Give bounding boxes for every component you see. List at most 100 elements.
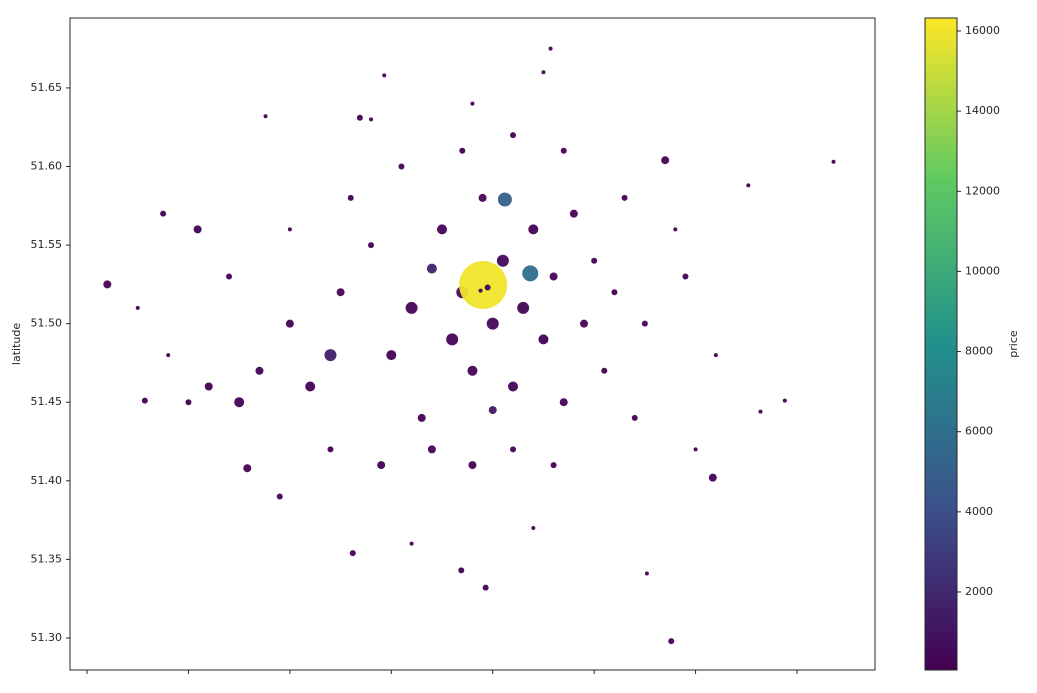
colorbar-tick-label: 14000: [965, 104, 1000, 117]
colorbar-tick-label: 4000: [965, 505, 993, 518]
colorbar-frame: [924, 17, 958, 671]
y-tick-label: 51.35: [31, 552, 63, 565]
point: [386, 350, 397, 361]
point: [559, 398, 568, 407]
point: [446, 333, 459, 346]
point: [548, 46, 553, 51]
colorbar: [925, 18, 957, 670]
point: [336, 288, 345, 297]
point: [560, 147, 567, 154]
point: [349, 550, 356, 557]
point: [482, 584, 489, 591]
point: [459, 147, 466, 154]
point: [204, 382, 213, 391]
colorbar-tick-label: 16000: [965, 24, 1000, 37]
point: [324, 349, 337, 362]
colorbar-tick-label: 10000: [965, 264, 1000, 277]
point: [368, 242, 375, 249]
point: [243, 464, 252, 473]
point: [478, 288, 483, 293]
point: [347, 194, 354, 201]
point: [782, 398, 787, 403]
points: [103, 46, 836, 645]
y-axis-label: latitude: [10, 323, 23, 365]
point: [417, 413, 426, 422]
point: [549, 272, 558, 281]
point: [746, 183, 751, 188]
point: [409, 541, 414, 546]
point: [510, 132, 517, 139]
point: [398, 163, 405, 170]
y-tick-label: 51.60: [31, 160, 63, 173]
point: [591, 257, 598, 264]
point: [673, 227, 678, 232]
point: [484, 284, 491, 291]
point: [631, 414, 638, 421]
point: [758, 409, 763, 414]
point: [580, 319, 589, 328]
y-tick-label: 51.40: [31, 474, 63, 487]
point: [467, 365, 478, 376]
colorbar-label: price: [1007, 330, 1020, 358]
point: [496, 254, 509, 267]
point: [103, 280, 112, 289]
point: [458, 567, 465, 574]
point: [708, 473, 717, 482]
point: [287, 227, 292, 232]
point: [437, 224, 448, 235]
point: [478, 193, 487, 202]
point: [497, 192, 512, 207]
point: [327, 446, 334, 453]
point: [470, 101, 475, 106]
point: [713, 353, 718, 358]
point: [356, 114, 363, 121]
point: [285, 319, 294, 328]
point: [426, 263, 437, 274]
point: [508, 381, 519, 392]
y-tick-label: 51.45: [31, 395, 63, 408]
point: [226, 273, 233, 280]
point: [382, 73, 387, 78]
point: [468, 461, 477, 470]
y-tick-label: 51.55: [31, 238, 63, 251]
point: [166, 353, 171, 358]
plot-frame: [69, 17, 876, 671]
point: [510, 446, 517, 453]
point: [427, 445, 436, 454]
point: [459, 260, 508, 309]
point: [405, 301, 418, 314]
y-tick-label: 51.65: [31, 81, 63, 94]
point: [486, 317, 499, 330]
point: [135, 305, 140, 310]
colorbar-tick-label: 6000: [965, 425, 993, 438]
point: [569, 209, 578, 218]
point: [621, 194, 628, 201]
point: [601, 367, 608, 374]
point: [517, 301, 530, 314]
point: [160, 210, 167, 217]
point: [641, 320, 648, 327]
point: [550, 462, 557, 469]
point: [255, 366, 264, 375]
y-tick-label: 51.30: [31, 631, 63, 644]
colorbar-tick-label: 12000: [965, 184, 1000, 197]
point: [193, 225, 202, 234]
point: [234, 397, 245, 408]
y-tick-label: 51.50: [31, 317, 63, 330]
point: [369, 117, 374, 122]
colorbar-tick-label: 8000: [965, 345, 993, 358]
point: [668, 638, 675, 645]
colorbar-tick-label: 2000: [965, 585, 993, 598]
point: [141, 397, 148, 404]
point: [538, 334, 549, 345]
point: [541, 70, 546, 75]
point: [693, 447, 698, 452]
point: [305, 381, 316, 392]
point: [644, 571, 649, 576]
point: [528, 224, 539, 235]
point: [185, 399, 192, 406]
point: [831, 159, 836, 164]
point: [682, 273, 689, 280]
point: [488, 406, 497, 415]
